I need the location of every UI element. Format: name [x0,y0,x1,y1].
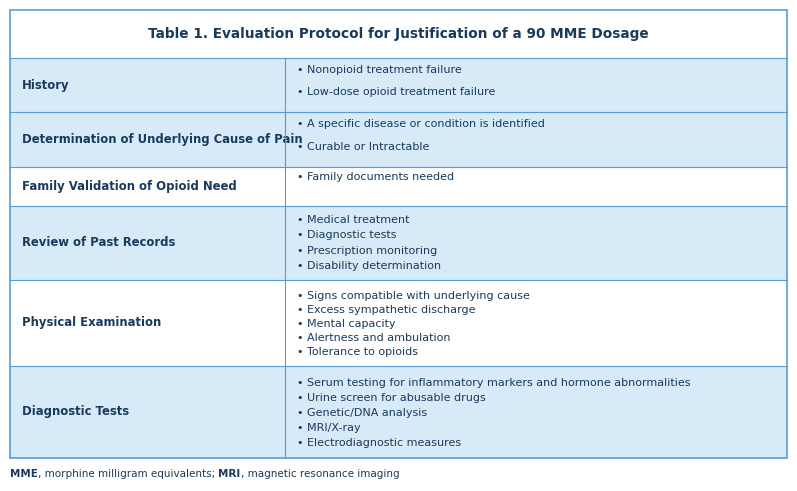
Text: • MRI/X-ray: • MRI/X-ray [297,423,360,433]
Text: Physical Examination: Physical Examination [22,316,161,329]
Text: • Genetic/DNA analysis: • Genetic/DNA analysis [297,408,427,418]
Text: Table 1. Evaluation Protocol for Justification of a 90 MME Dosage: Table 1. Evaluation Protocol for Justifi… [148,27,649,41]
Bar [10,206,787,280]
Bar [10,58,787,112]
Text: • Prescription monitoring: • Prescription monitoring [297,246,438,256]
Text: • Medical treatment: • Medical treatment [297,215,410,225]
Bar [10,166,787,206]
Text: • Excess sympathetic discharge: • Excess sympathetic discharge [297,305,476,315]
Text: MME: MME [10,469,38,479]
Text: • Curable or Intractable: • Curable or Intractable [297,141,430,152]
Text: • A specific disease or condition is identified: • A specific disease or condition is ide… [297,119,545,129]
Text: MRI: MRI [218,469,241,479]
Text: Determination of Underlying Cause of Pain: Determination of Underlying Cause of Pai… [22,133,303,146]
Text: • Alertness and ambulation: • Alertness and ambulation [297,333,450,343]
Text: Family Validation of Opioid Need: Family Validation of Opioid Need [22,180,237,192]
Text: • Serum testing for inflammatory markers and hormone abnormalities: • Serum testing for inflammatory markers… [297,378,690,388]
Text: • Tolerance to opioids: • Tolerance to opioids [297,347,418,357]
Text: • Urine screen for abusable drugs: • Urine screen for abusable drugs [297,393,485,403]
Text: • Family documents needed: • Family documents needed [297,172,454,182]
Text: , morphine milligram equivalents;: , morphine milligram equivalents; [38,469,218,479]
Bar [10,280,787,366]
Text: Diagnostic Tests: Diagnostic Tests [22,406,129,418]
Text: • Signs compatible with underlying cause: • Signs compatible with underlying cause [297,291,530,301]
Text: • Low-dose opioid treatment failure: • Low-dose opioid treatment failure [297,87,496,97]
Bar [10,112,787,166]
Bar [10,366,787,458]
Text: History: History [22,79,69,92]
Text: • Diagnostic tests: • Diagnostic tests [297,230,396,241]
Text: , magnetic resonance imaging: , magnetic resonance imaging [241,469,399,479]
Bar [10,10,787,58]
Text: • Disability determination: • Disability determination [297,261,441,271]
Text: • Nonopioid treatment failure: • Nonopioid treatment failure [297,65,461,75]
Text: Review of Past Records: Review of Past Records [22,236,175,249]
Text: • Electrodiagnostic measures: • Electrodiagnostic measures [297,438,461,448]
Text: • Mental capacity: • Mental capacity [297,319,395,329]
